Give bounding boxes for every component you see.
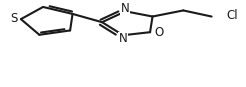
Text: N: N [121,2,130,15]
Text: S: S [11,12,18,25]
Text: Cl: Cl [226,9,238,22]
Text: N: N [119,32,127,45]
Text: O: O [154,26,163,39]
